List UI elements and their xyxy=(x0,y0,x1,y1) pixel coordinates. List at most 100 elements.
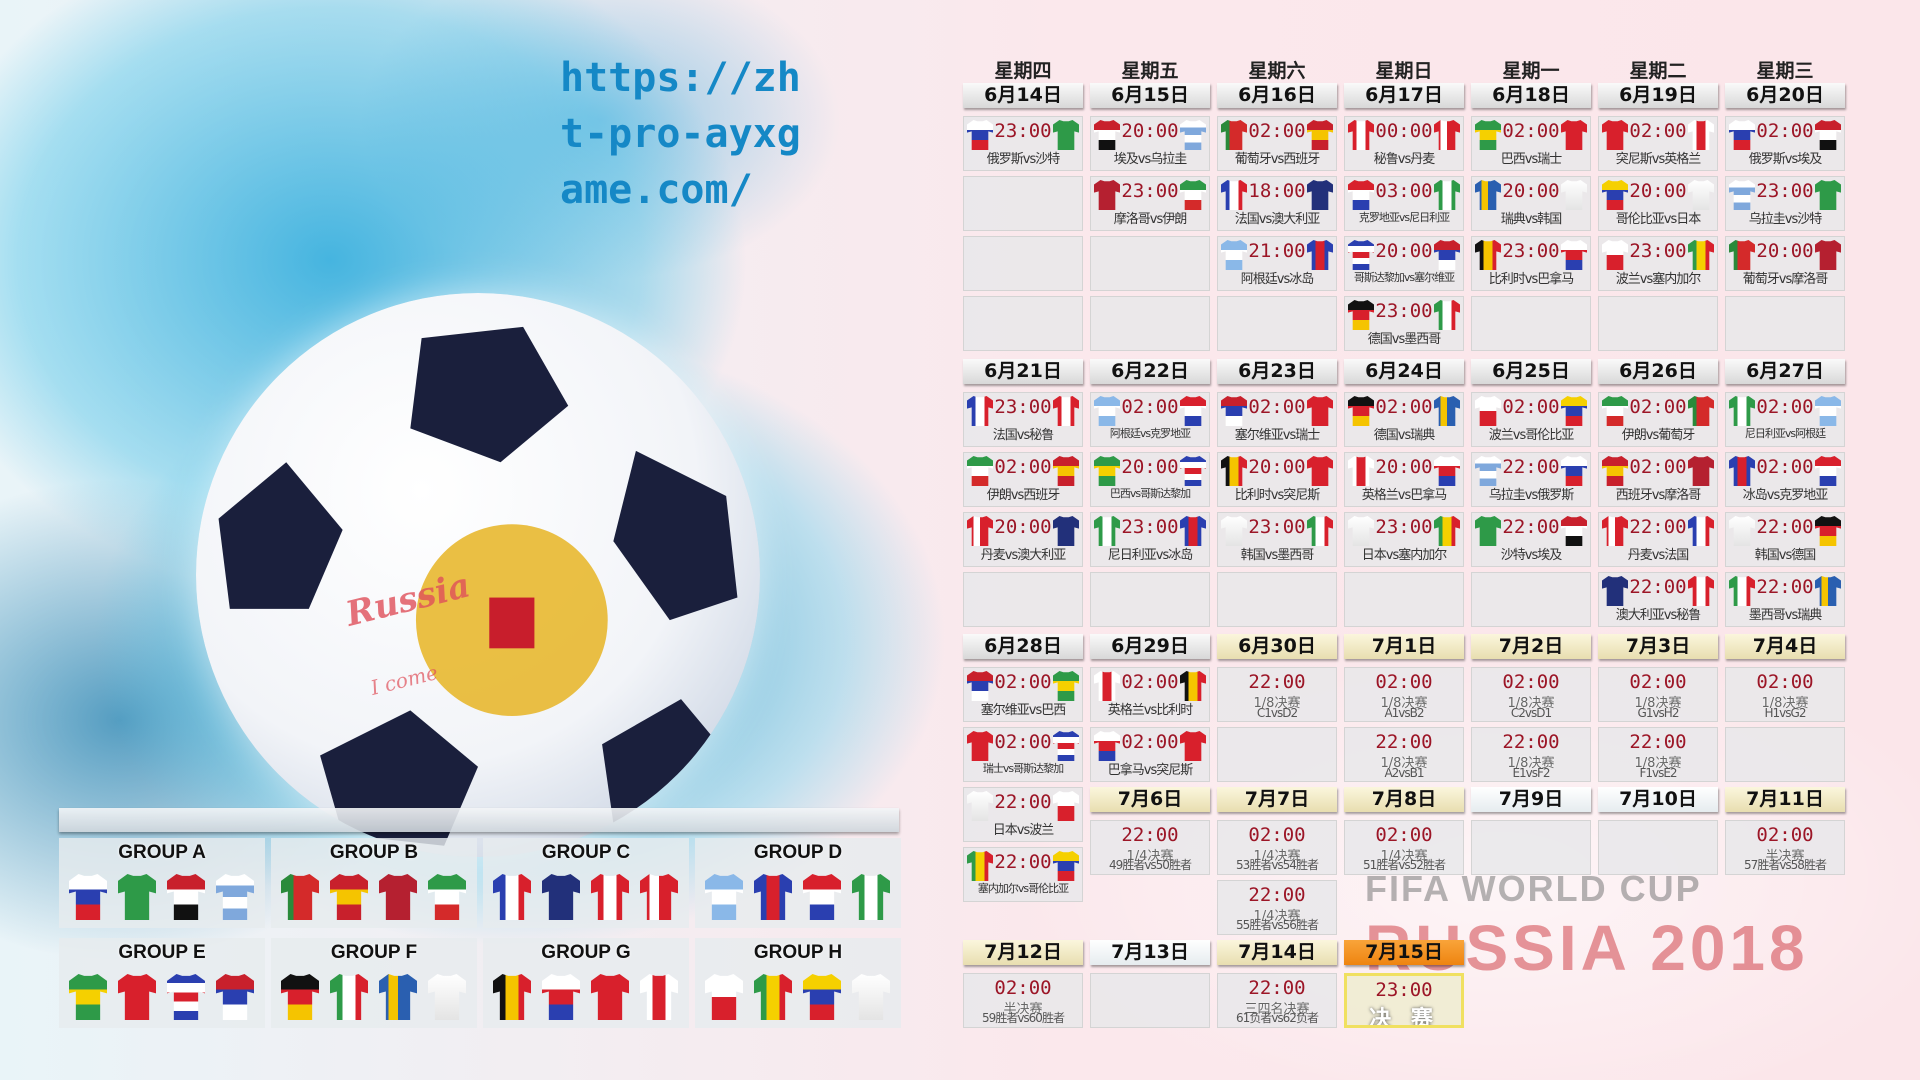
match-cell[interactable]: 23:00 尼日利亚vs冰岛 xyxy=(1090,512,1210,567)
url-overlay-text: https://zh t-pro-ayxg ame.com/ xyxy=(560,55,801,213)
match-cell[interactable]: 20:00 巴西vs哥斯达黎加 xyxy=(1090,452,1210,507)
match-cell[interactable]: 23:00 韩国vs墨西哥 xyxy=(1217,512,1337,567)
match-cell[interactable]: 22:00 沙特vs埃及 xyxy=(1471,512,1591,567)
match-cell[interactable]: 23:00 摩洛哥vs伊朗 xyxy=(1090,176,1210,231)
match-cell[interactable]: 20:00 英格兰vs巴拿马 xyxy=(1344,452,1464,507)
date-header: 6月28日 xyxy=(963,634,1083,659)
match-cell[interactable]: 02:00 尼日利亚vs阿根廷 xyxy=(1725,392,1845,447)
match-cell[interactable]: 20:00 瑞典vs韩国 xyxy=(1471,176,1591,231)
match-cell[interactable]: 22:00 1/8决赛 F1vsE2 xyxy=(1598,727,1718,782)
match-time: 23:00 xyxy=(1756,180,1814,202)
match-teams: 乌拉圭vs俄罗斯 xyxy=(1488,488,1574,503)
match-cell[interactable]: 02:00 波兰vs哥伦比亚 xyxy=(1471,392,1591,447)
match-time: 23:00 xyxy=(1502,240,1560,262)
match-cell[interactable]: 23:00 法国vs秘鲁 xyxy=(963,392,1083,447)
match-cell[interactable]: 22:00 韩国vs德国 xyxy=(1725,512,1845,567)
match-cell[interactable]: 23:00 德国vs墨西哥 xyxy=(1344,296,1464,351)
match-cell[interactable]: 22:00 1/4决赛 55胜者vs56胜者 xyxy=(1217,880,1337,935)
match-teams: 比利时vs突尼斯 xyxy=(1234,488,1320,503)
match-cell[interactable]: 20:00 哥斯达黎加vs塞尔维亚 xyxy=(1344,236,1464,291)
match-cell[interactable]: 02:00 巴拿马vs突尼斯 xyxy=(1090,727,1210,782)
match-cell[interactable]: 02:00 巴西vs瑞士 xyxy=(1471,116,1591,171)
match-cell[interactable]: 23:00 乌拉圭vs沙特 xyxy=(1725,176,1845,231)
match-cell[interactable]: 02:00 半决赛 59胜者vs60胜者 xyxy=(963,973,1083,1028)
match-cell[interactable]: 23:00 日本vs塞内加尔 xyxy=(1344,512,1464,567)
match-time: 02:00 xyxy=(1756,671,1814,693)
match-time: 03:00 xyxy=(1375,180,1433,202)
match-pairing: 59胜者vs60胜者 xyxy=(982,1011,1065,1025)
match-teams: 西班牙vs摩洛哥 xyxy=(1615,488,1701,503)
match-cell[interactable]: 22:00 丹麦vs法国 xyxy=(1598,512,1718,567)
match-cell[interactable]: 20:00 丹麦vs澳大利亚 xyxy=(963,512,1083,567)
match-cell[interactable]: 23:00 波兰vs塞内加尔 xyxy=(1598,236,1718,291)
match-time: 20:00 xyxy=(1629,180,1687,202)
match-pairing: A2vsB1 xyxy=(1384,766,1424,780)
date-header: 6月17日 xyxy=(1344,83,1464,108)
match-time: 02:00 xyxy=(1248,396,1306,418)
match-cell[interactable]: 23:00 决 赛 xyxy=(1344,973,1464,1028)
match-pairing: C1vsD2 xyxy=(1256,706,1298,720)
groups-header-bar xyxy=(59,808,899,832)
match-time: 20:00 xyxy=(1375,456,1433,478)
match-cell[interactable]: 21:00 阿根廷vs冰岛 xyxy=(1217,236,1337,291)
match-cell[interactable]: 03:00 克罗地亚vs尼日利亚 xyxy=(1344,176,1464,231)
match-cell[interactable]: 18:00 法国vs澳大利亚 xyxy=(1217,176,1337,231)
empty-cell xyxy=(1217,572,1337,627)
match-cell[interactable]: 02:00 伊朗vs西班牙 xyxy=(963,452,1083,507)
empty-cell xyxy=(1217,296,1337,351)
match-cell[interactable]: 22:00 塞内加尔vs哥伦比亚 xyxy=(963,847,1083,902)
jersey-icon xyxy=(591,974,629,1020)
group-name: GROUP B xyxy=(329,842,419,863)
match-cell[interactable]: 02:00 塞尔维亚vs瑞士 xyxy=(1217,392,1337,447)
match-cell[interactable]: 02:00 1/8决赛 A1vsB2 xyxy=(1344,667,1464,722)
match-cell[interactable]: 23:00 俄罗斯vs沙特 xyxy=(963,116,1083,171)
match-cell[interactable]: 02:00 1/8决赛 G1vsH2 xyxy=(1598,667,1718,722)
jersey-icon xyxy=(330,874,368,920)
match-cell[interactable]: 02:00 塞尔维亚vs巴西 xyxy=(963,667,1083,722)
match-cell[interactable]: 02:00 冰岛vs克罗地亚 xyxy=(1725,452,1845,507)
match-cell[interactable]: 02:00 瑞士vs哥斯达黎加 xyxy=(963,727,1083,782)
match-cell[interactable]: 02:00 1/8决赛 H1vsG2 xyxy=(1725,667,1845,722)
match-cell[interactable]: 02:00 1/8决赛 C2vsD1 xyxy=(1471,667,1591,722)
match-cell[interactable]: 22:00 1/8决赛 C1vsD2 xyxy=(1217,667,1337,722)
match-cell[interactable]: 22:00 1/8决赛 A2vsB1 xyxy=(1344,727,1464,782)
empty-cell xyxy=(1598,296,1718,351)
match-cell[interactable]: 02:00 半决赛 57胜者vs58胜者 xyxy=(1725,820,1845,875)
group-name: GROUP F xyxy=(330,942,418,963)
match-cell[interactable]: 23:00 比利时vs巴拿马 xyxy=(1471,236,1591,291)
match-teams: 乌拉圭vs沙特 xyxy=(1748,212,1822,227)
match-cell[interactable]: 22:00 墨西哥vs瑞典 xyxy=(1725,572,1845,627)
match-time: 23:00 xyxy=(1248,516,1306,538)
empty-cell xyxy=(1471,296,1591,351)
match-cell[interactable]: 22:00 日本vs波兰 xyxy=(963,787,1083,842)
match-cell[interactable]: 22:00 乌拉圭vs俄罗斯 xyxy=(1471,452,1591,507)
match-teams: 巴西vs瑞士 xyxy=(1500,152,1562,167)
date-header: 7月10日 xyxy=(1598,787,1718,812)
match-cell[interactable]: 00:00 秘鲁vs丹麦 xyxy=(1344,116,1464,171)
jersey-icon xyxy=(754,874,792,920)
match-cell[interactable]: 22:00 澳大利亚vs秘鲁 xyxy=(1598,572,1718,627)
match-teams: 沙特vs埃及 xyxy=(1500,548,1562,563)
jersey-icon xyxy=(640,974,678,1020)
match-cell[interactable]: 20:00 埃及vs乌拉圭 xyxy=(1090,116,1210,171)
match-cell[interactable]: 22:00 1/4决赛 49胜者vs50胜者 xyxy=(1090,820,1210,875)
empty-cell xyxy=(1471,820,1591,875)
match-cell[interactable]: 02:00 西班牙vs摩洛哥 xyxy=(1598,452,1718,507)
match-cell[interactable]: 20:00 哥伦比亚vs日本 xyxy=(1598,176,1718,231)
match-cell[interactable]: 20:00 比利时vs突尼斯 xyxy=(1217,452,1337,507)
match-teams: 英格兰vs巴拿马 xyxy=(1361,488,1447,503)
match-cell[interactable]: 22:00 1/8决赛 E1vsF2 xyxy=(1471,727,1591,782)
match-cell[interactable]: 20:00 葡萄牙vs摩洛哥 xyxy=(1725,236,1845,291)
group-panel: GROUP H xyxy=(695,938,901,1028)
empty-cell xyxy=(963,572,1083,627)
match-cell[interactable]: 02:00 英格兰vs比利时 xyxy=(1090,667,1210,722)
match-cell[interactable]: 02:00 葡萄牙vs西班牙 xyxy=(1217,116,1337,171)
match-cell[interactable]: 02:00 1/4决赛 51胜者vs52胜者 xyxy=(1344,820,1464,875)
match-cell[interactable]: 02:00 阿根廷vs克罗地亚 xyxy=(1090,392,1210,447)
match-cell[interactable]: 22:00 三四名决赛 61负者vs62负者 xyxy=(1217,973,1337,1028)
match-cell[interactable]: 02:00 突尼斯vs英格兰 xyxy=(1598,116,1718,171)
match-cell[interactable]: 02:00 俄罗斯vs埃及 xyxy=(1725,116,1845,171)
match-cell[interactable]: 02:00 德国vs瑞典 xyxy=(1344,392,1464,447)
match-cell[interactable]: 02:00 伊朗vs葡萄牙 xyxy=(1598,392,1718,447)
match-cell[interactable]: 02:00 1/4决赛 53胜者vs54胜者 xyxy=(1217,820,1337,875)
